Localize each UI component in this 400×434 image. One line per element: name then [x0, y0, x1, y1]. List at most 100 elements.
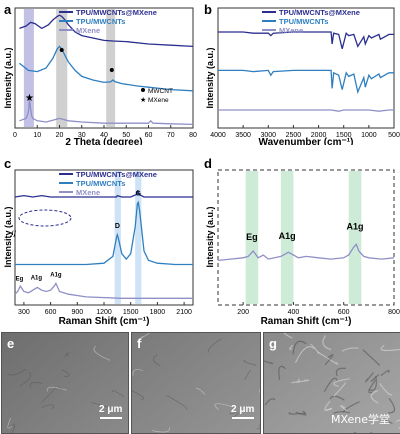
xtick-label-b-2: 3000 — [260, 132, 276, 139]
sem-fiber-2-30 — [380, 345, 400, 352]
scale-bar-f — [232, 417, 254, 419]
sem-fiber-0-10 — [93, 345, 111, 361]
sem-fiber-2-21 — [283, 333, 293, 339]
sem-fiber-2-5 — [368, 375, 377, 391]
xticks-a: 0 10 20 30 40 50 60 70 80 — [13, 125, 197, 139]
sem-fiber-1-8 — [152, 427, 170, 433]
scale-text-f: 2 μm — [231, 404, 255, 415]
sem-fiber-0-8 — [7, 368, 27, 376]
peak-label-d-1: A1g — [279, 231, 296, 241]
sem-fiber-2-34 — [333, 382, 346, 397]
sem-fiber-0-11 — [91, 402, 112, 409]
sem-fiber-1-13 — [214, 403, 232, 410]
xlabel-d: Raman Shift (cm⁻¹) — [261, 316, 352, 327]
sem-background-1 — [132, 333, 260, 433]
series-a — [18, 14, 194, 126]
peak-label-d-2: A1g — [347, 221, 364, 231]
sem-fiber-1-10 — [132, 390, 144, 401]
sem-label-f: f — [137, 336, 142, 351]
xticks-b: 4000 3500 3000 2500 2000 1500 1000 500 — [210, 125, 400, 139]
scale-bar-e — [100, 417, 122, 419]
sem-fiber-2-31 — [324, 354, 334, 366]
sem-fiber-1-3 — [166, 395, 187, 410]
sem-fiber-2-32 — [329, 395, 345, 401]
sem-fiber-1-6 — [229, 412, 239, 419]
xtick-label-a-8: 80 — [189, 132, 197, 139]
plot-frame-a — [14, 7, 194, 129]
sem-fiber-0-1 — [111, 390, 125, 397]
sem-fiber-0-2 — [64, 352, 69, 357]
sem-fiber-2-25 — [289, 344, 294, 350]
highlight-band-d-2 — [348, 171, 362, 304]
peak-label-c-1: G — [136, 191, 142, 198]
sem-fiber-2-39 — [335, 367, 346, 377]
legend-label-b-1: TPU/MWCNTs — [279, 17, 328, 26]
panel-letter-b: b — [204, 2, 212, 17]
marker-key-star: ★ — [140, 96, 146, 104]
sem-fiber-2-24 — [333, 411, 350, 415]
axis-break-mark: // — [11, 229, 17, 239]
legend-label-a-1: TPU/MWCNTs — [76, 17, 125, 26]
sem-fiber-2-12 — [365, 372, 374, 383]
sem-fiber-2-14 — [370, 374, 380, 383]
peak-marker-mwcnt-1 — [59, 48, 64, 52]
sem-fiber-2-37 — [340, 405, 348, 412]
xtick-label-b-1: 3500 — [235, 132, 251, 139]
sem-fiber-0-5 — [29, 382, 43, 388]
series-line-d-0 — [217, 243, 395, 262]
sem-fiber-2-15 — [288, 411, 306, 415]
sem-fiber-1-5 — [195, 388, 206, 395]
series-b — [218, 31, 394, 112]
xtick-label-d-2: 600 — [338, 309, 350, 316]
xtick-label-a-3: 30 — [78, 132, 86, 139]
legend-label-c-1: TPU/MWCNTs — [76, 179, 125, 188]
sem-texture-e — [2, 333, 128, 433]
sem-fiber-1-12 — [256, 424, 260, 430]
sem-texture-g — [264, 333, 400, 433]
sem-fiber-2-38 — [379, 383, 393, 396]
sem-fiber-1-0 — [132, 369, 144, 376]
legend-label-b-2: MXene — [279, 26, 303, 35]
xticks-c: 300 600 900 1200 1500 1800 2100 — [18, 302, 192, 316]
xtick-label-a-2: 20 — [56, 132, 64, 139]
xtick-label-c-6: 2100 — [176, 309, 192, 316]
sem-image-e: e 2 μm — [1, 332, 129, 434]
series-line-a-1 — [18, 45, 194, 92]
xtick-label-c-4: 1500 — [123, 309, 139, 316]
sem-fiber-1-2 — [207, 338, 222, 353]
xtick-label-b-7: 500 — [388, 132, 400, 139]
sem-fiber-1-7 — [244, 369, 251, 380]
xtick-label-a-5: 50 — [122, 132, 130, 139]
plot-frame-c — [14, 169, 194, 306]
marker-key-dot — [141, 88, 145, 92]
xtick-label-b-3: 2500 — [286, 132, 302, 139]
sem-fiber-2-8 — [323, 377, 338, 393]
sem-fiber-2-19 — [322, 335, 332, 351]
peak-marker-mxene: ★ — [25, 93, 34, 104]
highlight-band-a-1 — [56, 9, 68, 127]
highlight-band-d-1 — [280, 171, 294, 304]
scale-text-e: 2 μm — [99, 404, 123, 415]
xtick-label-b-4: 2000 — [311, 132, 327, 139]
legend-label-a-0: TPU/MWCNTs@MXene — [76, 8, 157, 17]
sem-fiber-2-27 — [383, 417, 393, 425]
sem-fiber-2-28 — [292, 340, 307, 355]
sem-fiber-0-3 — [8, 424, 16, 433]
legend-label-c-2: MXene — [76, 188, 100, 197]
series-d: Eg A1g A1g — [217, 221, 395, 262]
legend-label-a-2: MXene — [76, 26, 100, 35]
sem-fiber-2-17 — [278, 365, 286, 380]
sem-fiber-0-12 — [19, 372, 31, 387]
xtick-label-c-1: 600 — [45, 309, 57, 316]
sem-fiber-2-16 — [264, 360, 274, 365]
bands-d — [245, 171, 362, 304]
peak-label-c-0: D — [115, 223, 120, 230]
xtick-label-a-0: 0 — [13, 132, 17, 139]
peak-label-d-0: Eg — [246, 232, 258, 242]
ylabel-b: Intensity (a.u.) — [205, 47, 215, 108]
legend-label-c-0: TPU/MWCNTs@MXene — [76, 170, 157, 179]
sem-fiber-2-9 — [324, 400, 333, 411]
sem-texture-f — [132, 333, 260, 433]
panel-letter-d: d — [204, 156, 212, 171]
sem-fiber-2-29 — [295, 410, 307, 416]
